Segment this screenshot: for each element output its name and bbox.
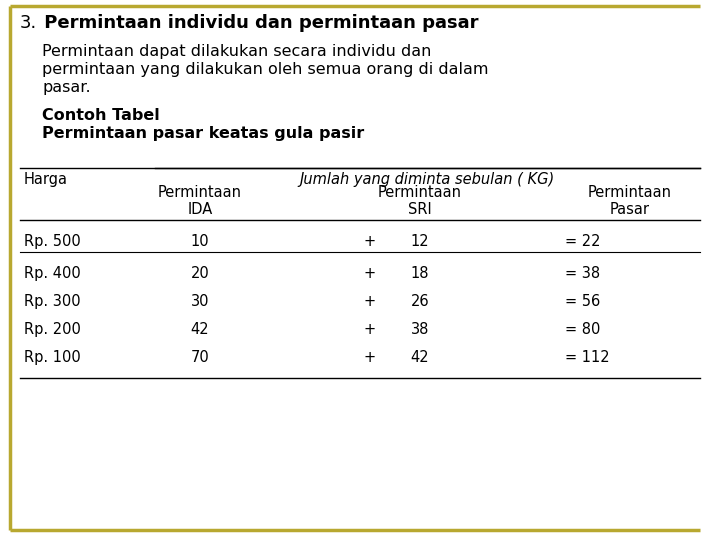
Text: +: + [364,266,376,281]
Text: Permintaan: Permintaan [588,185,672,200]
Text: 12: 12 [410,234,429,249]
Text: 18: 18 [410,266,429,281]
Text: Pasar: Pasar [610,202,650,217]
Text: Permintaan pasar keatas gula pasir: Permintaan pasar keatas gula pasir [42,126,364,141]
Text: IDA: IDA [187,202,212,217]
Text: Rp. 200: Rp. 200 [24,322,81,337]
Text: Permintaan individu dan permintaan pasar: Permintaan individu dan permintaan pasar [38,14,479,32]
Text: = 22: = 22 [565,234,600,249]
Text: permintaan yang dilakukan oleh semua orang di dalam: permintaan yang dilakukan oleh semua ora… [42,62,488,77]
Text: 30: 30 [191,294,210,309]
Text: +: + [364,294,376,309]
Text: +: + [364,350,376,365]
Text: 38: 38 [411,322,429,337]
Text: 20: 20 [191,266,210,281]
Text: Permintaan: Permintaan [378,185,462,200]
Text: Jumlah yang diminta sebulan ( KG): Jumlah yang diminta sebulan ( KG) [300,172,555,187]
Text: Permintaan: Permintaan [158,185,242,200]
Text: Rp. 400: Rp. 400 [24,266,81,281]
Text: pasar.: pasar. [42,80,91,95]
Text: 42: 42 [410,350,429,365]
Text: 70: 70 [191,350,210,365]
Text: 3.: 3. [20,14,37,32]
Text: +: + [364,322,376,337]
Text: = 80: = 80 [565,322,600,337]
Text: Contoh Tabel: Contoh Tabel [42,108,160,123]
Text: SRI: SRI [408,202,432,217]
Text: Permintaan dapat dilakukan secara individu dan: Permintaan dapat dilakukan secara indivi… [42,44,431,59]
Text: Rp. 100: Rp. 100 [24,350,81,365]
Text: 26: 26 [410,294,429,309]
Text: Rp. 300: Rp. 300 [24,294,81,309]
Text: Harga: Harga [24,172,68,187]
Text: 42: 42 [191,322,210,337]
Text: = 112: = 112 [565,350,610,365]
Text: +: + [364,234,376,249]
Text: Rp. 500: Rp. 500 [24,234,81,249]
Text: = 56: = 56 [565,294,600,309]
Text: 10: 10 [191,234,210,249]
Text: = 38: = 38 [565,266,600,281]
